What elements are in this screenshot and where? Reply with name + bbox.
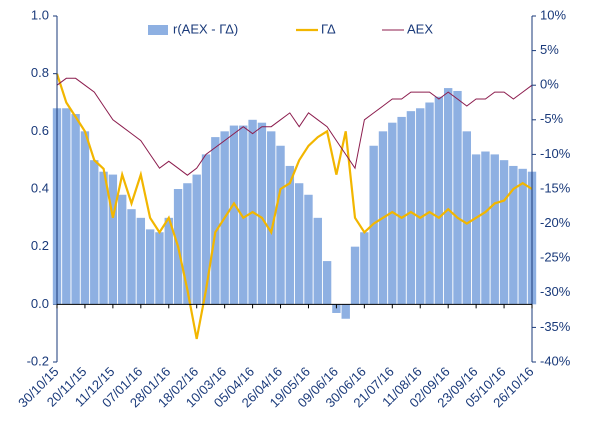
bar [509, 165, 518, 305]
line [56, 77, 533, 176]
bar [481, 151, 490, 305]
bar [406, 111, 416, 305]
y-tick-label: 0.2 [31, 238, 49, 253]
bar [322, 261, 332, 305]
bar [99, 171, 108, 305]
bar [285, 165, 295, 305]
bar [434, 96, 444, 305]
legend-swatch [148, 25, 168, 35]
bar [62, 108, 71, 305]
bar [471, 154, 481, 305]
bar [127, 209, 136, 305]
bar [145, 229, 155, 305]
bar [490, 154, 499, 305]
y2-tick-label: -10% [540, 146, 571, 161]
bar [108, 174, 118, 305]
bar [267, 131, 276, 305]
bar [211, 137, 220, 305]
legend-label: ΓΔ [321, 21, 336, 36]
y-tick-label: 1.0 [31, 7, 49, 22]
y2-tick-label: 5% [540, 42, 559, 57]
y2-tick-label: 10% [540, 7, 566, 22]
y2-tick-label: -40% [540, 353, 571, 368]
y2-tick-label: 0% [540, 77, 559, 92]
bar [183, 183, 192, 305]
bar [416, 108, 425, 305]
legend-label: AEX [407, 21, 433, 36]
y2-tick-label: -35% [540, 319, 571, 334]
bar [229, 125, 239, 305]
bar [257, 122, 267, 305]
bar [201, 154, 211, 305]
legend-label: r(AEX - ΓΔ) [173, 21, 238, 36]
bar [332, 304, 341, 313]
bar [425, 102, 434, 305]
bar [276, 145, 285, 305]
bar [192, 174, 201, 305]
y2-tick-label: -30% [540, 284, 571, 299]
bar [164, 217, 173, 305]
bar [155, 232, 164, 305]
y-tick-label: -0.2 [27, 353, 49, 368]
bar [397, 116, 406, 305]
bar [518, 168, 527, 305]
bar [388, 122, 397, 305]
y2-tick-label: -25% [540, 250, 571, 265]
bar [71, 114, 80, 305]
y-tick-label: 0.0 [31, 296, 49, 311]
bar [462, 131, 471, 305]
y2-tick-label: -5% [540, 111, 564, 126]
bar [80, 131, 90, 305]
bar [443, 88, 453, 305]
bar [136, 217, 146, 305]
bar [313, 217, 322, 305]
bar [360, 232, 369, 305]
bar [304, 194, 313, 305]
bar [239, 125, 248, 305]
bar [341, 304, 350, 319]
bar [90, 160, 99, 305]
y2-tick-label: -20% [540, 215, 571, 230]
y-tick-label: 0.8 [31, 65, 49, 80]
y-tick-label: 0.4 [31, 180, 49, 195]
y-tick-label: 0.6 [31, 123, 49, 138]
bar [118, 194, 127, 305]
bar [294, 183, 304, 305]
bar [350, 246, 360, 305]
bar [453, 90, 462, 305]
bar [499, 160, 509, 305]
y2-tick-label: -15% [540, 180, 571, 195]
line [55, 73, 533, 340]
